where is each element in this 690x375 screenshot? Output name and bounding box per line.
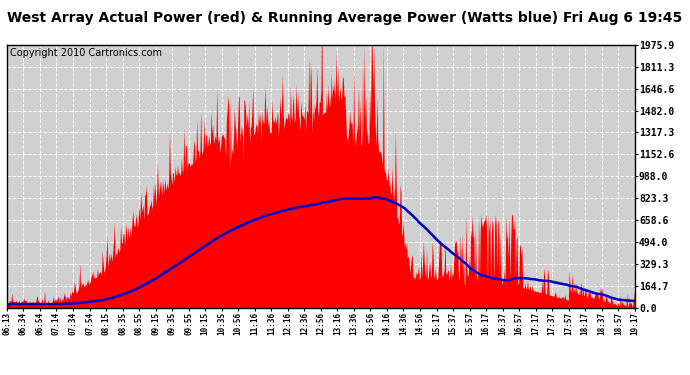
Text: West Array Actual Power (red) & Running Average Power (Watts blue) Fri Aug 6 19:: West Array Actual Power (red) & Running … <box>7 11 682 25</box>
Text: Copyright 2010 Cartronics.com: Copyright 2010 Cartronics.com <box>10 48 162 58</box>
